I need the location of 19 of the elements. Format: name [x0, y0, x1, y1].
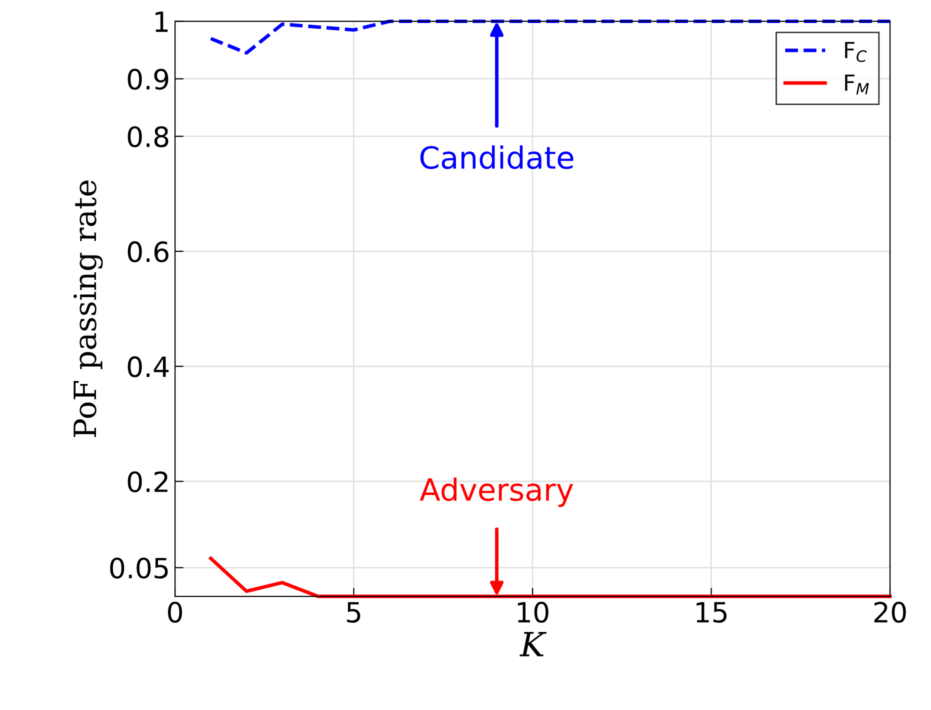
y-tick-label: 0.4	[128, 356, 169, 378]
y-tick-label: 0.8	[128, 126, 168, 148]
x-axis-title: K	[520, 632, 547, 656]
y-tick-label: 0.2	[128, 471, 168, 492]
x-tick-label: 5	[347, 602, 360, 623]
x-tick-label: 20	[874, 602, 906, 623]
legend-label: F$_{C}$	[845, 42, 867, 62]
line-series	[209, 556, 892, 598]
legend-label: F$_{M}$	[845, 74, 869, 94]
y-tick-label: 0.6	[128, 241, 168, 262]
y-tick-label: 0.9	[128, 68, 168, 90]
y-axis-title: PoF passing rate	[73, 180, 103, 438]
y-tick-label: 1	[156, 12, 168, 32]
y-tick-label: 0.05	[110, 558, 168, 579]
x-tick-label: 10	[518, 602, 548, 623]
annotation: Candidate	[420, 145, 574, 170]
x-tick-label: 15	[696, 602, 727, 623]
annotation: Adversary	[420, 477, 574, 508]
x-tick-label: 0	[168, 602, 182, 623]
